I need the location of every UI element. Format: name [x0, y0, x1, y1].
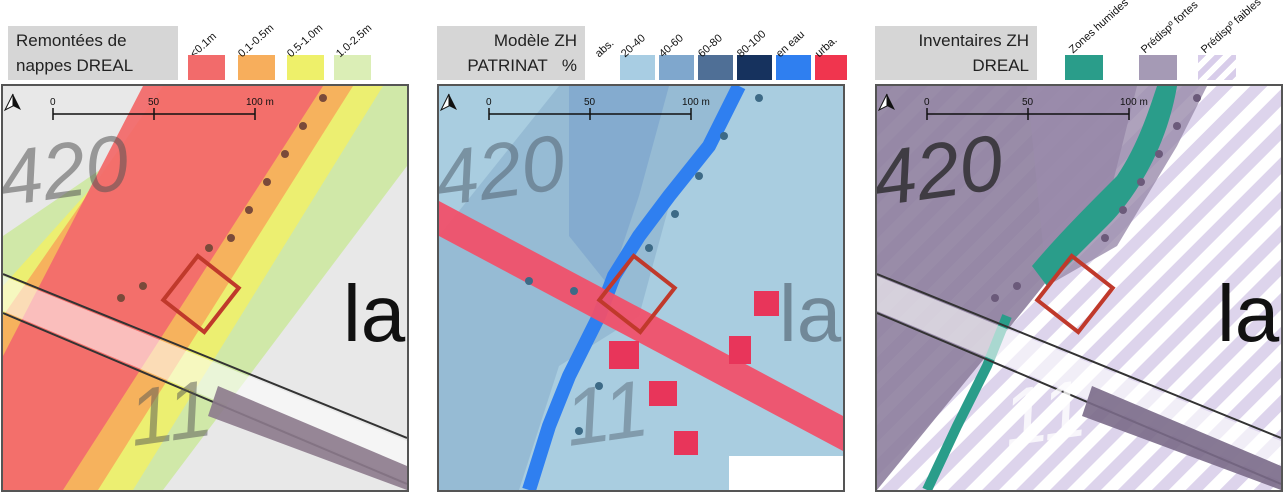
- legend-swatch-zones-humides: [1065, 55, 1103, 80]
- title-line2: PATRINAT %: [445, 53, 577, 78]
- panel-modele: Modèle ZH PATRINAT % abs. 20-40 40-60 60…: [437, 0, 847, 492]
- study-frame: [1034, 253, 1116, 335]
- stream: [522, 86, 746, 490]
- label-lieu: la: [779, 269, 842, 358]
- legend-swatch-predisp-faibles: [1198, 55, 1236, 80]
- title-line2: nappes DREAL: [16, 56, 134, 75]
- map-canvas: 420 11 la 0 50 100 m: [3, 86, 407, 490]
- title-line1: Inventaires ZH: [918, 31, 1029, 50]
- boundary-dots: [525, 94, 763, 435]
- panel-title: Modèle ZH PATRINAT %: [437, 26, 585, 80]
- road-edge-top: [877, 273, 1281, 439]
- north-arrow-icon: [3, 93, 21, 112]
- legend-swatch-10-25: [334, 55, 371, 80]
- legend-swatch-80-100: [737, 55, 772, 80]
- scale-tick-100: 100 m: [246, 97, 274, 108]
- legend-swatch-urba: [815, 55, 847, 80]
- label-parcel-b: 11: [123, 363, 218, 463]
- label-parcel-a: 420: [877, 118, 1008, 223]
- map-remontees[interactable]: 420 11 la 0 50 100 m: [1, 84, 409, 492]
- label-parcel-b: 11: [559, 363, 654, 463]
- legend-swatch-20-40: [620, 55, 655, 80]
- study-frame: [596, 253, 678, 335]
- blank-area: [729, 456, 843, 490]
- legend-swatch-en-eau: [776, 55, 811, 80]
- legend-swatch-05-10: [287, 55, 324, 80]
- label-lieu: la: [1217, 269, 1280, 358]
- legend-swatch-predisp-fortes: [1139, 55, 1177, 80]
- legend-swatch-60-80: [698, 55, 733, 80]
- scale-tick-100: 100 m: [1120, 97, 1148, 108]
- map-canvas: 420 11 la 0 50 100 m: [877, 86, 1281, 490]
- label-parcel-a: 420: [3, 118, 134, 223]
- zone-humide-main: [1032, 86, 1177, 286]
- study-frame: [160, 253, 242, 335]
- road-edge-top: [3, 273, 407, 439]
- title-unit: %: [561, 56, 577, 75]
- building: [1082, 386, 1281, 490]
- title-line2-text: PATRINAT: [467, 56, 548, 75]
- panel-inventaires: Inventaires ZH DREAL Zones humides Prédi…: [875, 0, 1285, 492]
- scale-tick-100: 100 m: [682, 97, 710, 108]
- north-arrow-icon: [439, 93, 457, 112]
- map-inventaires[interactable]: 420 11 la 0 50 100 m: [875, 84, 1283, 492]
- title-line1: Remontées de: [16, 31, 127, 50]
- map-modele[interactable]: 420 11 la 0 50 100 m: [437, 84, 845, 492]
- legend-swatch-lt01: [188, 55, 225, 80]
- title-line2: DREAL: [972, 56, 1029, 75]
- label-parcel-a: 420: [439, 118, 570, 223]
- scale-tick-50: 50: [1022, 97, 1034, 108]
- scale-tick-0: 0: [50, 97, 56, 108]
- label-parcel-b: 11: [997, 363, 1092, 463]
- legend-label-predisp-faibles: Prédispº faibles: [1198, 0, 1264, 56]
- scale-tick-50: 50: [148, 97, 160, 108]
- scale-tick-0: 0: [486, 97, 492, 108]
- scale-tick-0: 0: [924, 97, 930, 108]
- legend-label-predisp-fortes: Prédispº fortes: [1138, 0, 1201, 56]
- urban-patches: [609, 291, 779, 455]
- north-arrow-icon: [877, 93, 895, 112]
- title-line1: Modèle ZH: [493, 31, 577, 50]
- boundary-dots: [991, 94, 1201, 302]
- urban-road: [439, 201, 843, 451]
- panel-title: Remontées de nappes DREAL: [8, 26, 178, 80]
- label-lieu: la: [343, 269, 406, 358]
- legend-swatch-40-60: [659, 55, 694, 80]
- legend-swatch-01-05: [238, 55, 275, 80]
- zone-60-80: [569, 86, 669, 286]
- scale-tick-50: 50: [584, 97, 596, 108]
- panel-title: Inventaires ZH DREAL: [875, 26, 1037, 80]
- zone-lt01: [3, 86, 323, 490]
- legend-label-abs: abs.: [592, 37, 617, 60]
- building: [208, 386, 407, 490]
- panel-remontees: Remontées de nappes DREAL <0.1m 0.1-0.5m…: [0, 0, 410, 492]
- map-canvas: 420 11 la 0 50 100 m: [439, 86, 843, 490]
- legend-label-zones-humides: Zones humides: [1066, 0, 1131, 56]
- boundary-dots: [117, 94, 327, 302]
